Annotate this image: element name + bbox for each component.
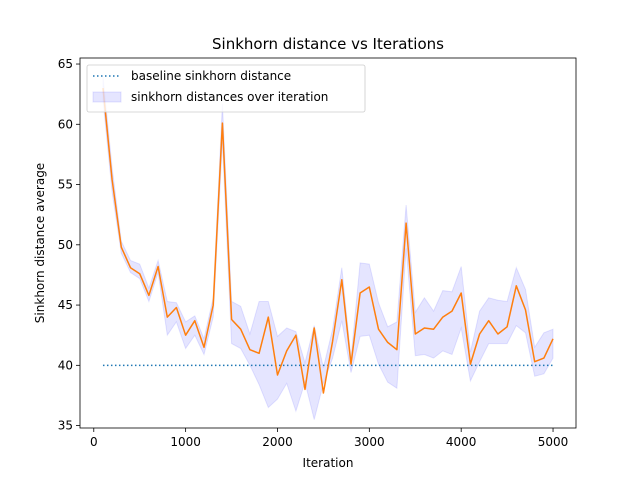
plot-area xyxy=(102,76,554,420)
y-tick-label: 45 xyxy=(58,298,73,312)
legend-band-marker xyxy=(92,91,122,103)
legend-baseline-label: baseline sinkhorn distance xyxy=(131,69,291,83)
x-tick-label: 1000 xyxy=(170,435,201,449)
y-tick-label: 60 xyxy=(58,117,73,131)
x-tick-label: 3000 xyxy=(354,435,385,449)
y-tick-label: 40 xyxy=(58,358,73,372)
x-axis: 0 1000 2000 3000 4000 5000 xyxy=(90,428,568,449)
x-tick-label: 2000 xyxy=(262,435,293,449)
legend: baseline sinkhorn distance sinkhorn dist… xyxy=(86,64,366,113)
x-tick-label: 5000 xyxy=(538,435,569,449)
x-tick-label: 0 xyxy=(90,435,98,449)
y-tick-label: 65 xyxy=(58,57,73,71)
confidence-band xyxy=(102,76,554,420)
series-line xyxy=(102,88,554,394)
y-tick-label: 35 xyxy=(58,419,73,433)
y-tick-label: 50 xyxy=(58,238,73,252)
axes-frame xyxy=(79,57,577,429)
x-tick-label: 4000 xyxy=(446,435,477,449)
legend-box xyxy=(86,64,366,113)
legend-band-label: sinkhorn distances over iteration xyxy=(131,90,328,104)
y-axis: 35 40 45 50 55 60 65 xyxy=(58,57,80,433)
chart-title: Sinkhorn distance vs Iterations xyxy=(212,35,444,53)
y-axis-label: Sinkhorn distance average xyxy=(33,163,47,323)
x-axis-label: Iteration xyxy=(303,456,354,470)
y-tick-label: 55 xyxy=(58,178,73,192)
